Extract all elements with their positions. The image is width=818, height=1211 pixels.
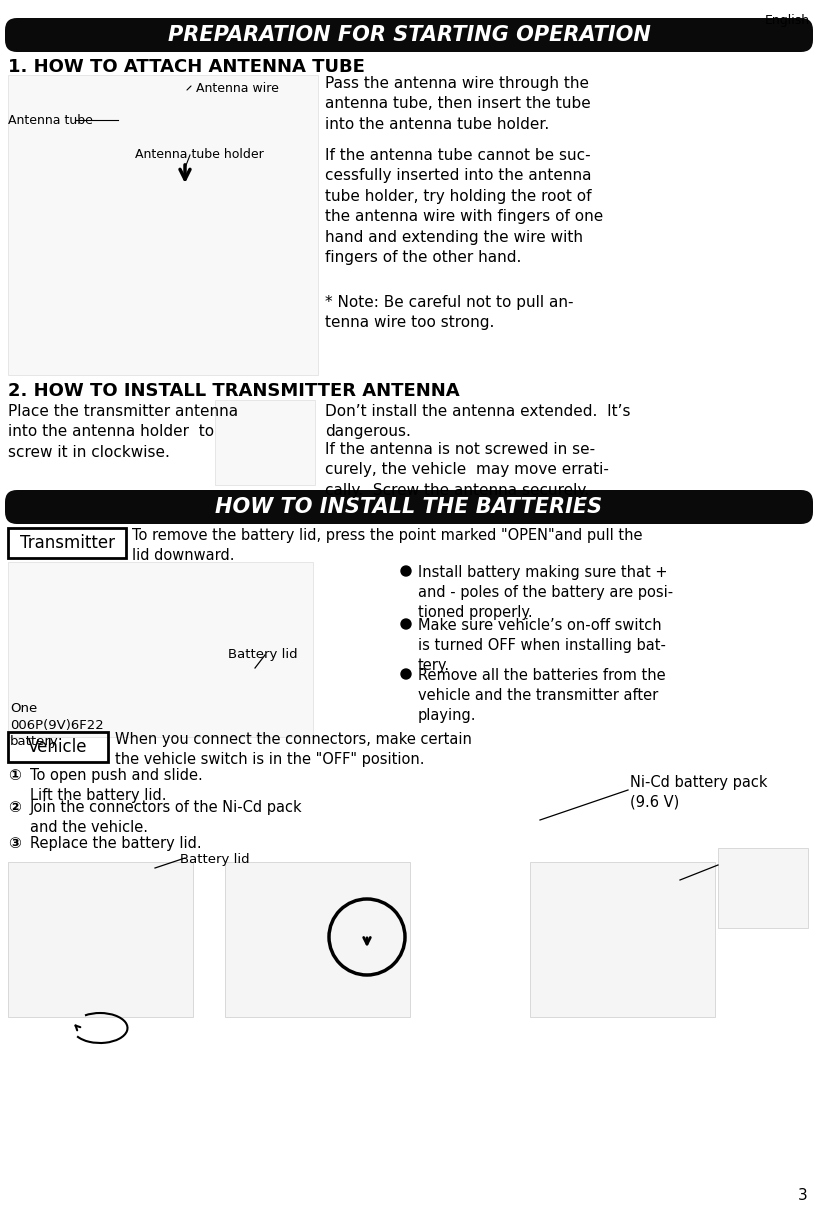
Text: 3: 3	[798, 1188, 808, 1203]
Text: English: English	[765, 15, 810, 27]
Text: Replace the battery lid.: Replace the battery lid.	[30, 836, 201, 851]
Text: Pass the antenna wire through the
antenna tube, then insert the tube
into the an: Pass the antenna wire through the antenn…	[325, 76, 591, 132]
Bar	[8, 562, 313, 737]
Text: Transmitter: Transmitter	[20, 534, 115, 552]
Text: One
006P(9V)6F22
battery: One 006P(9V)6F22 battery	[10, 702, 104, 748]
Text: When you connect the connectors, make certain
the vehicle switch is in the "OFF": When you connect the connectors, make ce…	[115, 731, 472, 767]
FancyBboxPatch shape	[5, 18, 813, 52]
Text: HOW TO INSTALL THE BATTERIES: HOW TO INSTALL THE BATTERIES	[215, 497, 603, 517]
Text: Vehicle: Vehicle	[29, 737, 88, 756]
Text: Don’t install the antenna extended.  It’s
dangerous.: Don’t install the antenna extended. It’s…	[325, 404, 631, 440]
Bar	[215, 400, 315, 484]
Text: Install battery making sure that +
and - poles of the battery are posi-
tioned p: Install battery making sure that + and -…	[418, 566, 673, 620]
Text: Antenna wire: Antenna wire	[196, 82, 279, 94]
Text: Join the connectors of the Ni-Cd pack
and the vehicle.: Join the connectors of the Ni-Cd pack an…	[30, 800, 303, 834]
Text: Battery lid: Battery lid	[180, 853, 249, 866]
Text: Remove all the batteries from the
vehicle and the transmitter after
playing.: Remove all the batteries from the vehicl…	[418, 668, 666, 723]
Bar	[8, 528, 126, 558]
Bar	[8, 862, 193, 1017]
Text: Antenna tube holder: Antenna tube holder	[135, 148, 263, 161]
Text: Ni-Cd battery pack
(9.6 V): Ni-Cd battery pack (9.6 V)	[630, 775, 767, 810]
Text: To remove the battery lid, press the point marked "OPEN"and pull the
lid downwar: To remove the battery lid, press the poi…	[132, 528, 642, 563]
Bar	[8, 75, 318, 375]
FancyBboxPatch shape	[5, 490, 813, 524]
Text: ②: ②	[8, 800, 21, 815]
Text: To open push and slide.
Lift the battery lid.: To open push and slide. Lift the battery…	[30, 768, 203, 803]
Bar	[225, 862, 410, 1017]
Bar	[8, 731, 108, 762]
Bar	[718, 848, 808, 928]
Text: 2. HOW TO INSTALL TRANSMITTER ANTENNA: 2. HOW TO INSTALL TRANSMITTER ANTENNA	[8, 381, 460, 400]
Text: Antenna tube: Antenna tube	[8, 114, 93, 127]
Text: Place the transmitter antenna
into the antenna holder  to
screw it in clockwise.: Place the transmitter antenna into the a…	[8, 404, 238, 460]
Text: Make sure vehicle’s on-off switch
is turned OFF when installing bat-
tery.: Make sure vehicle’s on-off switch is tur…	[418, 618, 666, 672]
Bar	[530, 862, 715, 1017]
Circle shape	[401, 566, 411, 576]
Text: * Note: Be careful not to pull an-
tenna wire too strong.: * Note: Be careful not to pull an- tenna…	[325, 295, 573, 331]
Text: ③: ③	[8, 836, 21, 851]
Text: Battery lid: Battery lid	[228, 648, 298, 661]
Text: PREPARATION FOR STARTING OPERATION: PREPARATION FOR STARTING OPERATION	[168, 25, 650, 45]
Text: If the antenna tube cannot be suc-
cessfully inserted into the antenna
tube hold: If the antenna tube cannot be suc- cessf…	[325, 148, 603, 265]
Text: If the antenna is not screwed in se-
curely, the vehicle  may move errati-
cally: If the antenna is not screwed in se- cur…	[325, 442, 609, 498]
Circle shape	[401, 668, 411, 679]
Text: 1. HOW TO ATTACH ANTENNA TUBE: 1. HOW TO ATTACH ANTENNA TUBE	[8, 58, 365, 76]
Text: ①: ①	[8, 768, 21, 784]
Circle shape	[401, 619, 411, 629]
